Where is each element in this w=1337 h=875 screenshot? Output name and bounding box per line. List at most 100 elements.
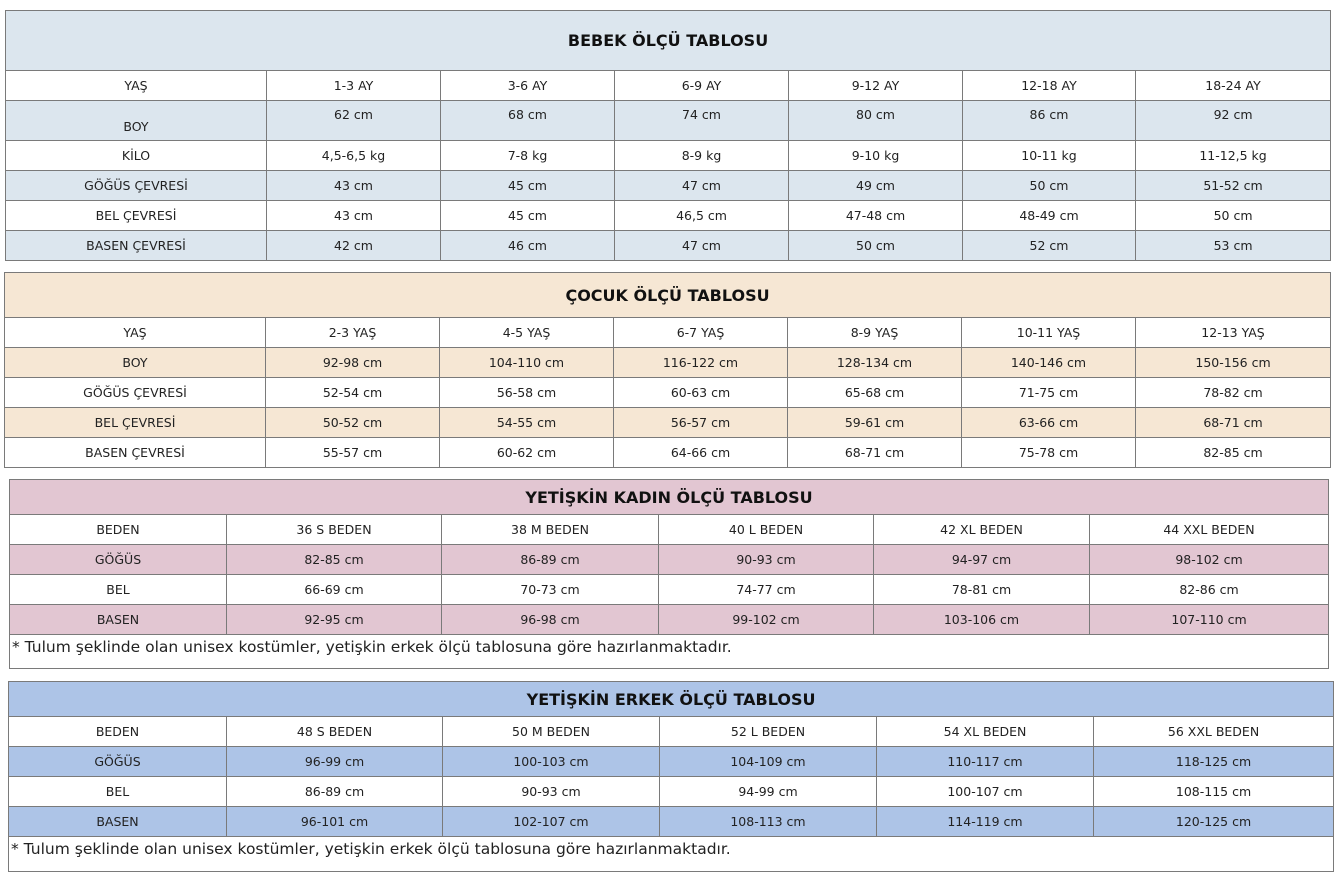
column-header: 38 M BEDEN (441, 514, 659, 545)
table-cell: 50 cm (1134, 200, 1332, 231)
table-cell: 92-98 cm (265, 347, 440, 378)
table-cell: 50 cm (962, 170, 1136, 201)
table-cell: 86-89 cm (441, 544, 659, 575)
row-label: BEL (8, 776, 227, 807)
table-cell: 7-8 kg (440, 140, 615, 171)
erkek-size-table: YETİŞKİN ERKEK ÖLÇÜ TABLOSU BEDEN 48 S BED… (7, 681, 1335, 872)
table-cell: 46 cm (440, 230, 615, 261)
table-cell: 11-12,5 kg (1134, 140, 1332, 171)
row-label: BEDEN (8, 716, 227, 747)
column-header: 54 XL BEDEN (876, 716, 1094, 747)
table-row: BEL 86-89 cm 90-93 cm 94-99 cm 100-107 cm 108… (8, 776, 1335, 807)
table-title: ÇOCUK ÖLÇÜ TABLOSU (3, 272, 1332, 318)
table-cell: 92 cm (1134, 100, 1332, 141)
table-cell: 107-110 cm (1088, 604, 1330, 635)
table-cell: 43 cm (266, 200, 441, 231)
row-label: GÖĞÜS (9, 544, 227, 575)
table-cell: 71-75 cm (961, 377, 1136, 408)
table-cell: 78-82 cm (1134, 377, 1332, 408)
table-row: GÖĞÜS 82-85 cm 86-89 cm 90-93 cm 94-97 cm 98-… (9, 544, 1330, 575)
table-cell: 54-55 cm (439, 407, 614, 438)
table-cell: 55-57 cm (265, 437, 440, 468)
column-header: 3-6 AY (440, 70, 615, 101)
column-header: 12-13 YAŞ (1134, 317, 1332, 348)
bebek-size-table: BEBEK ÖLÇÜ TABLOSU YAŞ 1-3 AY 3-6 AY 6-9 AY 9… (4, 10, 1332, 261)
table-header-row: YAŞ 1-3 AY 3-6 AY 6-9 AY 9-12 AY 12-18 AY 18-2… (5, 70, 1332, 101)
table-cell: 86-89 cm (226, 776, 443, 807)
table-cell: 70-73 cm (441, 574, 659, 605)
column-header: 10-11 YAŞ (961, 317, 1136, 348)
table-cell: 4,5-6,5 kg (266, 140, 441, 171)
table-cell: 68-71 cm (787, 437, 962, 468)
column-header: 36 S BEDEN (226, 514, 442, 545)
table-cell: 10-11 kg (962, 140, 1136, 171)
table-cell: 108-113 cm (659, 806, 877, 837)
row-label: YAŞ (4, 317, 266, 348)
table-header-row: BEDEN 48 S BEDEN 50 M BEDEN 52 L BEDEN 54 XL… (8, 716, 1335, 747)
table-cell: 68-71 cm (1134, 407, 1332, 438)
column-header: 8-9 YAŞ (787, 317, 962, 348)
row-label: GÖĞÜS ÇEVRESİ (5, 170, 267, 201)
table-row: BASEN ÇEVRESİ 42 cm 46 cm 47 cm 50 cm 52 cm 53… (5, 230, 1332, 261)
row-label: GÖĞÜS ÇEVRESİ (4, 377, 266, 408)
column-header: 1-3 AY (266, 70, 441, 101)
table-cell: 82-85 cm (226, 544, 442, 575)
table-title: BEBEK ÖLÇÜ TABLOSU (4, 10, 1332, 71)
column-header: 6-7 YAŞ (613, 317, 788, 348)
table-row: GÖĞÜS 96-99 cm 100-103 cm 104-109 cm 110-117… (8, 746, 1335, 777)
table-cell: 90-93 cm (442, 776, 660, 807)
column-header: 6-9 AY (614, 70, 789, 101)
column-header: 18-24 AY (1134, 70, 1332, 101)
footnote: * Tulum şeklinde olan unisex kostümler, … (7, 836, 1335, 872)
table-cell: 47 cm (614, 170, 789, 201)
table-cell: 45 cm (440, 200, 615, 231)
row-label: BASEN (8, 806, 227, 837)
table-title: YETİŞKİN ERKEK ÖLÇÜ TABLOSU (7, 681, 1335, 717)
table-row: GÖĞÜS ÇEVRESİ 43 cm 45 cm 47 cm 49 cm 50 cm 51… (5, 170, 1332, 201)
table-cell: 50 cm (788, 230, 963, 261)
table-cell: 9-10 kg (788, 140, 963, 171)
table-cell: 60-63 cm (613, 377, 788, 408)
table-cell: 47 cm (614, 230, 789, 261)
table-cell: 43 cm (266, 170, 441, 201)
table-cell: 104-110 cm (439, 347, 614, 378)
row-label: BEDEN (9, 514, 227, 545)
table-row: BASEN 96-101 cm 102-107 cm 108-113 cm 114-11… (8, 806, 1335, 837)
column-header: 4-5 YAŞ (439, 317, 614, 348)
table-cell: 68 cm (440, 100, 615, 141)
table-cell: 45 cm (440, 170, 615, 201)
column-header: 40 L BEDEN (658, 514, 874, 545)
table-row: BOY 92-98 cm 104-110 cm 116-122 cm 128-134 c… (4, 347, 1332, 378)
table-row: BEL 66-69 cm 70-73 cm 74-77 cm 78-81 cm 82-86… (9, 574, 1330, 605)
table-cell: 86 cm (962, 100, 1136, 141)
table-row: GÖĞÜS ÇEVRESİ 52-54 cm 56-58 cm 60-63 cm 65-… (4, 377, 1332, 408)
table-cell: 150-156 cm (1134, 347, 1332, 378)
table-cell: 96-99 cm (226, 746, 443, 777)
table-row: KİLO 4,5-6,5 kg 7-8 kg 8-9 kg 9-10 kg 10-11 k… (5, 140, 1332, 171)
footnote: * Tulum şeklinde olan unisex kostümler, … (8, 634, 1330, 669)
row-label: YAŞ (5, 70, 267, 101)
table-cell: 82-86 cm (1088, 574, 1330, 605)
table-cell: 63-66 cm (961, 407, 1136, 438)
table-cell: 96-101 cm (226, 806, 443, 837)
table-cell: 96-98 cm (441, 604, 659, 635)
table-cell: 108-115 cm (1092, 776, 1335, 807)
table-cell: 80 cm (788, 100, 963, 141)
table-cell: 66-69 cm (226, 574, 442, 605)
table-cell: 92-95 cm (226, 604, 442, 635)
table-cell: 51-52 cm (1134, 170, 1332, 201)
table-cell: 46,5 cm (614, 200, 789, 231)
table-cell: 102-107 cm (442, 806, 660, 837)
table-cell: 53 cm (1134, 230, 1332, 261)
table-cell: 56-58 cm (439, 377, 614, 408)
column-header: 42 XL BEDEN (873, 514, 1090, 545)
table-row: BASEN ÇEVRESİ 55-57 cm 60-62 cm 64-66 cm 68-… (4, 437, 1332, 468)
table-cell: 104-109 cm (659, 746, 877, 777)
row-label: BOY (4, 347, 266, 378)
table-cell: 110-117 cm (876, 746, 1094, 777)
table-row: BASEN 92-95 cm 96-98 cm 99-102 cm 103-106 cm… (9, 604, 1330, 635)
row-label: KİLO (5, 140, 267, 171)
table-cell: 47-48 cm (788, 200, 963, 231)
table-cell: 90-93 cm (658, 544, 874, 575)
table-cell: 42 cm (266, 230, 441, 261)
